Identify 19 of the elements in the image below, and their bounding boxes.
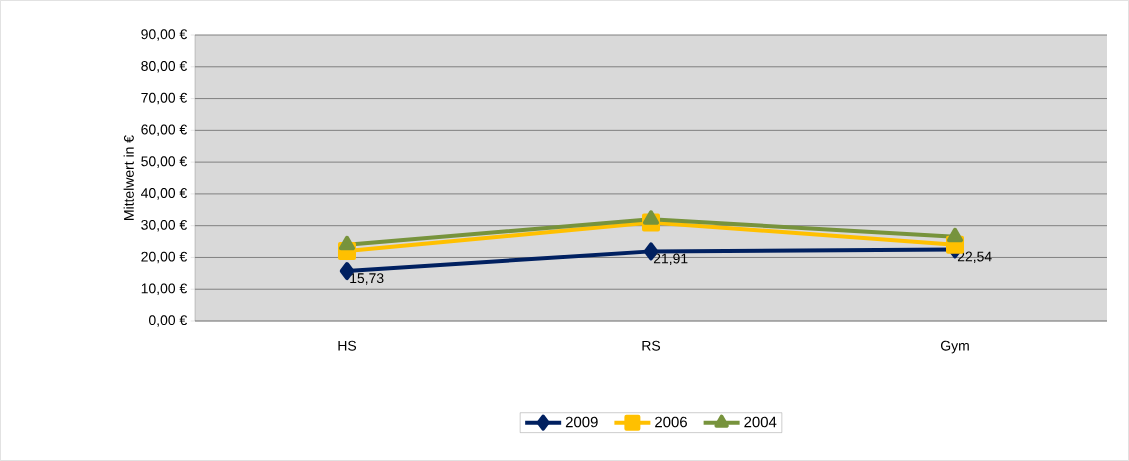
- y-tick-label: 80,00 €: [141, 61, 188, 73]
- y-tick-label: 0,00 €: [148, 315, 188, 327]
- y-tick-label: 60,00 €: [141, 124, 188, 137]
- y-tick-label: 90,00 €: [141, 29, 188, 41]
- x-tick-label: Gym: [940, 340, 969, 354]
- legend-label: 2009: [565, 416, 598, 428]
- legend-label: 2004: [744, 416, 777, 428]
- data-label: 15,73: [350, 273, 384, 285]
- y-tick-label: 30,00 €: [141, 219, 188, 232]
- y-axis-title: Mittelwert in €: [123, 135, 134, 220]
- y-tick-label: 70,00 €: [141, 92, 188, 105]
- legend-label: 2006: [655, 416, 687, 428]
- y-tick-label: 10,00 €: [141, 283, 188, 295]
- data-label: 21,91: [653, 253, 688, 266]
- x-tick-label: RS: [642, 340, 661, 351]
- x-tick-label: HS: [338, 340, 357, 351]
- y-tick-label: 20,00 €: [141, 251, 188, 264]
- y-tick-label: 50,00 €: [141, 156, 188, 168]
- y-tick-label: 40,00 €: [141, 188, 188, 200]
